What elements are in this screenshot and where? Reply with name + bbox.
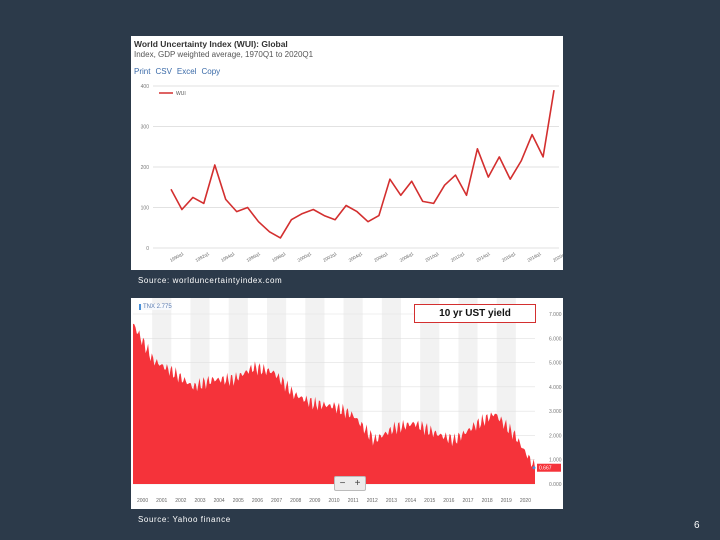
yield-y-tick-label: 1.000	[549, 458, 562, 464]
yield-x-tick-label: 2003	[194, 498, 205, 504]
wui-x-tick-label: 1996q1	[246, 251, 262, 263]
wui-x-tick-label: 1994q1	[220, 251, 236, 263]
yield-x-tick-label: 2006	[252, 498, 263, 504]
ticker-tag: TNX 2.775	[139, 304, 172, 310]
wui-x-tick-label: 2010q1	[424, 251, 440, 263]
yield-area	[133, 323, 535, 484]
yield-x-tick-label: 2002	[175, 498, 186, 504]
yield-y-tick-label: 0.000	[549, 482, 562, 488]
last-value-badge	[537, 463, 561, 472]
wui-x-tick-label: 2014q1	[475, 251, 491, 263]
yield-x-tick-label: 2013	[386, 498, 397, 504]
wui-x-tick-label: 1990q1	[169, 251, 185, 263]
wui-x-tick-label: 1998q1	[271, 251, 287, 263]
wui-source-caption: Source: worlduncertaintyindex.com	[138, 276, 283, 285]
wui-x-tick-label: 2006q1	[373, 251, 389, 263]
yield-x-tick-label: 2011	[348, 498, 359, 504]
wui-legend-label: WUI	[176, 91, 186, 97]
wui-x-tick-label: 2000q1	[297, 251, 313, 263]
last-value-dot	[532, 466, 536, 470]
yield-chart-panel: 0.000 1.000 2.000 3.000 4.000 5.000 6.000 7.000…	[131, 298, 563, 509]
wui-chart-panel: World Uncertainty Index (WUI): Global In…	[131, 36, 563, 270]
yield-x-tick-label: 2016	[443, 498, 454, 504]
wui-x-tick-label: 1992q1	[195, 251, 211, 263]
wui-y-tick-label: 0	[146, 246, 149, 252]
yield-x-tick-label: 2001	[156, 498, 167, 504]
wui-chart-title: World Uncertainty Index (WUI): Global	[134, 39, 288, 49]
print-link[interactable]: Print	[134, 67, 151, 76]
wui-series-line	[170, 89, 555, 239]
last-value-label: 0.667	[539, 466, 552, 472]
yield-x-tick-label: 2000	[137, 498, 148, 504]
yield-y-tick-label: 2.000	[549, 433, 562, 439]
yield-y-tick-label: 4.000	[549, 385, 562, 391]
yield-y-tick-label: 7.000	[549, 312, 562, 318]
wui-x-tick-label: 2002q1	[322, 251, 338, 263]
yield-y-tick-label: 5.000	[549, 361, 562, 367]
yield-x-tick-label: 2019	[501, 498, 512, 504]
yield-x-tick-label: 2005	[233, 498, 244, 504]
wui-chart-svg: 0 100 200 300 400 WUI 1990q1 1992q1 1994q1 1996q1…	[141, 84, 563, 263]
wui-chart-subtitle: Index, GDP weighted average, 1970Q1 to 2…	[134, 50, 314, 59]
yield-x-tick-label: 2018	[482, 498, 493, 504]
wui-x-tick-label: 2004q1	[348, 251, 364, 263]
wui-x-tick-label: 2020q1	[552, 251, 563, 263]
yield-chart-label: 10 yr UST yield	[414, 304, 536, 323]
yield-source-caption: Source: Yahoo finance	[138, 515, 231, 524]
yield-chart-svg: 0.000 1.000 2.000 3.000 4.000 5.000 6.000 7.000…	[133, 298, 562, 504]
wui-y-tick-label: 200	[141, 165, 150, 171]
wui-y-tick-label: 400	[141, 84, 150, 90]
zoom-stepper: − +	[334, 476, 366, 491]
yield-x-tick-label: 2012	[367, 498, 378, 504]
wui-x-tick-label: 2018q1	[526, 251, 542, 263]
yield-x-tick-label: 2004	[214, 498, 225, 504]
wui-y-tick-label: 100	[141, 206, 150, 212]
wui-x-tick-label: 2016q1	[501, 251, 517, 263]
yield-x-tick-label: 2007	[271, 498, 282, 504]
copy-link[interactable]: Copy	[201, 67, 221, 76]
yield-y-tick-label: 3.000	[549, 409, 562, 415]
yield-x-tick-label: 2017	[462, 498, 473, 504]
excel-link[interactable]: Excel	[176, 67, 197, 76]
wui-x-tick-label: 2008q1	[399, 251, 415, 263]
yield-x-tick-label: 2010	[328, 498, 339, 504]
yield-y-tick-label: 6.000	[549, 336, 562, 342]
yield-x-tick-label: 2020	[520, 498, 531, 504]
yield-x-tick-label: 2008	[290, 498, 301, 504]
yield-x-tick-label: 2014	[405, 498, 416, 504]
page-number: 6	[694, 520, 700, 531]
zoom-in-button[interactable]: +	[354, 477, 361, 489]
zoom-out-button[interactable]: −	[339, 477, 346, 489]
wui-x-tick-label: 2012q1	[450, 251, 466, 263]
wui-export-links: Print CSV Excel Copy	[134, 67, 220, 76]
yield-x-tick-label: 2015	[424, 498, 435, 504]
csv-link[interactable]: CSV	[155, 67, 172, 76]
yield-x-tick-label: 2009	[309, 498, 320, 504]
wui-y-tick-label: 300	[141, 125, 150, 131]
